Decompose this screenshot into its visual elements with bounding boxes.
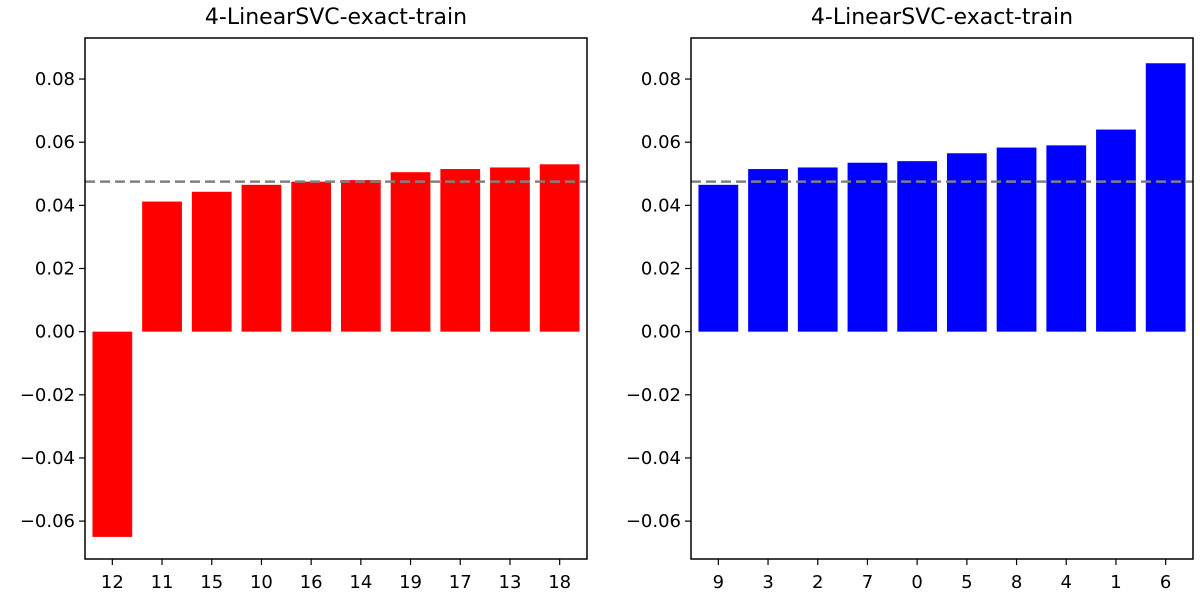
bar-8 [996,147,1037,332]
bar-9 [698,184,739,332]
y-tick-label: 0.02 [35,259,75,280]
bar-17 [440,169,481,332]
bar-10 [241,184,282,332]
bar-4 [1046,145,1087,332]
bar-19 [390,172,431,332]
x-tick-label: 4 [1061,572,1072,593]
x-tick-label: 14 [349,572,372,593]
y-tick-label: −0.02 [20,385,75,406]
bar-1 [1096,129,1136,332]
x-tick-label: 9 [713,572,724,593]
x-tick-label: 2 [812,572,823,593]
y-tick-label: −0.04 [626,448,681,469]
bar-12 [92,331,133,537]
bar-11 [142,201,182,332]
x-tick-label: 18 [548,572,571,593]
x-tick-label: 1 [1110,572,1121,593]
chart-title: 4-LinearSVC-exact-train [205,5,467,30]
x-tick-label: 6 [1160,572,1171,593]
bar-7 [847,162,888,332]
x-tick-label: 16 [300,572,323,593]
y-tick-label: 0.04 [35,195,75,216]
bar-0 [897,161,938,332]
y-tick-label: 0.00 [641,322,681,343]
y-tick-label: −0.06 [20,511,75,532]
x-tick-label: 17 [449,572,472,593]
y-tick-label: 0.08 [35,69,75,90]
x-tick-label: 7 [862,572,873,593]
y-tick-label: −0.02 [626,385,681,406]
chart-panel-right: 4-LinearSVC-exact-train −0.06 −0.04 −0.02 0.… [626,5,1194,593]
bar-14 [340,180,381,332]
axes-frame [690,37,1194,560]
x-tick-label: 8 [1011,572,1022,593]
chart-panel-left: 4-LinearSVC-exact-train −0.06 −0.04 −0.02 0.… [20,5,588,593]
x-tick-label: 12 [101,572,124,593]
x-tick-label: 15 [200,572,223,593]
bar-5 [946,153,987,332]
bar-15 [191,191,232,332]
bar-3 [748,169,788,332]
y-tick-label: 0.00 [35,322,75,343]
bar-6 [1145,63,1186,332]
bar-13 [490,167,530,332]
y-tick-label: 0.04 [641,195,681,216]
x-tick-label: 19 [399,572,422,593]
axes-frame [84,37,588,560]
x-tick-label: 3 [762,572,773,593]
x-tick-label: 13 [499,572,522,593]
chart-title: 4-LinearSVC-exact-train [811,5,1073,30]
bar-18 [539,164,580,332]
x-tick-label: 0 [911,572,922,593]
bar-16 [291,181,332,332]
y-tick-label: 0.02 [641,259,681,280]
y-tick-label: 0.08 [641,69,681,90]
y-tick-label: 0.06 [641,132,681,153]
y-tick-label: −0.04 [20,448,75,469]
x-tick-label: 10 [250,572,273,593]
bar-2 [797,167,838,332]
x-tick-label: 5 [961,572,972,593]
x-tick-label: 11 [151,572,174,593]
y-tick-label: −0.06 [626,511,681,532]
y-tick-label: 0.06 [35,132,75,153]
